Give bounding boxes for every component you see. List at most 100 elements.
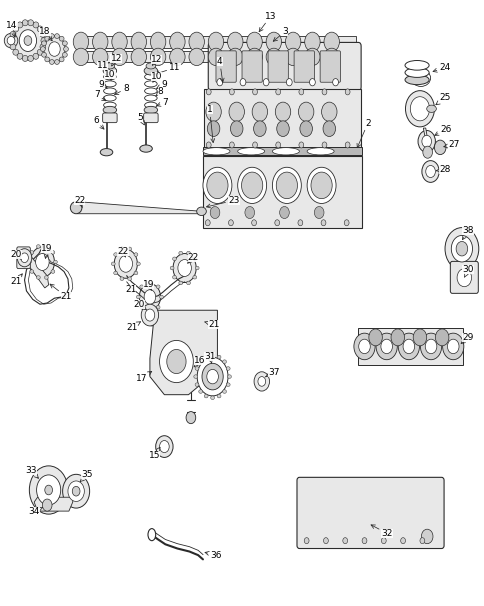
Ellipse shape	[266, 48, 281, 65]
Text: 30: 30	[461, 265, 473, 277]
Ellipse shape	[139, 305, 143, 309]
Ellipse shape	[28, 55, 33, 61]
Ellipse shape	[13, 49, 18, 55]
Text: 13: 13	[258, 12, 276, 32]
Circle shape	[400, 538, 405, 544]
Circle shape	[447, 339, 458, 354]
Ellipse shape	[63, 47, 68, 52]
Text: 18: 18	[39, 27, 52, 41]
Ellipse shape	[195, 367, 198, 370]
Circle shape	[230, 121, 242, 136]
Ellipse shape	[246, 32, 262, 52]
Circle shape	[241, 172, 262, 199]
Ellipse shape	[144, 67, 157, 75]
Circle shape	[205, 220, 210, 226]
Ellipse shape	[104, 88, 116, 94]
Ellipse shape	[37, 49, 43, 55]
Ellipse shape	[150, 48, 166, 65]
Ellipse shape	[144, 74, 157, 80]
Text: 9: 9	[156, 80, 167, 89]
Ellipse shape	[92, 32, 108, 52]
Ellipse shape	[62, 52, 67, 57]
Ellipse shape	[28, 20, 33, 26]
Circle shape	[251, 220, 256, 226]
Text: 5: 5	[137, 113, 144, 125]
Ellipse shape	[22, 20, 28, 26]
Ellipse shape	[10, 44, 16, 50]
Circle shape	[358, 339, 369, 354]
Text: 21: 21	[125, 285, 136, 295]
Text: 24: 24	[432, 63, 450, 72]
Ellipse shape	[156, 285, 160, 288]
Ellipse shape	[306, 148, 333, 155]
Circle shape	[24, 36, 32, 45]
Ellipse shape	[17, 53, 23, 59]
Circle shape	[342, 538, 347, 544]
Ellipse shape	[148, 281, 151, 284]
Text: 12: 12	[151, 55, 162, 65]
Text: 29: 29	[460, 333, 473, 344]
Circle shape	[202, 167, 231, 204]
Ellipse shape	[120, 277, 123, 281]
Circle shape	[306, 167, 335, 204]
Circle shape	[252, 89, 257, 95]
Circle shape	[35, 253, 49, 270]
Ellipse shape	[30, 270, 34, 273]
Circle shape	[42, 499, 52, 511]
Text: 21: 21	[204, 319, 219, 328]
Circle shape	[298, 102, 313, 121]
Ellipse shape	[285, 32, 300, 52]
Circle shape	[17, 248, 32, 267]
Ellipse shape	[127, 247, 131, 251]
Ellipse shape	[112, 32, 127, 52]
Ellipse shape	[410, 70, 430, 87]
Ellipse shape	[105, 63, 115, 69]
Text: 10: 10	[151, 72, 162, 82]
Ellipse shape	[51, 251, 55, 255]
Circle shape	[205, 102, 221, 121]
Text: 4: 4	[216, 57, 224, 82]
Circle shape	[275, 102, 290, 121]
Circle shape	[229, 142, 234, 148]
Bar	[202, 147, 362, 155]
Circle shape	[309, 79, 315, 86]
Ellipse shape	[104, 95, 116, 101]
FancyBboxPatch shape	[268, 51, 287, 82]
Ellipse shape	[45, 57, 49, 62]
Text: 14: 14	[6, 21, 17, 37]
Circle shape	[380, 339, 392, 354]
Text: 32: 32	[370, 525, 392, 538]
Ellipse shape	[42, 41, 46, 45]
Circle shape	[323, 538, 328, 544]
Ellipse shape	[237, 148, 264, 155]
Circle shape	[13, 21, 43, 60]
Ellipse shape	[45, 245, 48, 248]
Circle shape	[321, 102, 336, 121]
FancyBboxPatch shape	[242, 51, 262, 82]
Ellipse shape	[195, 266, 199, 270]
FancyBboxPatch shape	[143, 113, 158, 122]
Ellipse shape	[172, 275, 176, 279]
Ellipse shape	[193, 275, 197, 279]
Circle shape	[390, 329, 404, 346]
Ellipse shape	[55, 34, 60, 39]
Ellipse shape	[103, 106, 116, 113]
Ellipse shape	[111, 262, 115, 265]
Text: 21: 21	[126, 322, 140, 331]
FancyBboxPatch shape	[450, 261, 477, 293]
Circle shape	[210, 207, 219, 219]
Ellipse shape	[202, 148, 229, 155]
Circle shape	[409, 97, 429, 121]
Ellipse shape	[139, 145, 152, 152]
Circle shape	[201, 364, 223, 390]
Ellipse shape	[33, 22, 39, 28]
Ellipse shape	[136, 262, 140, 265]
Ellipse shape	[144, 95, 157, 101]
Ellipse shape	[36, 245, 40, 248]
Circle shape	[455, 241, 467, 256]
Ellipse shape	[33, 53, 39, 59]
Circle shape	[310, 172, 332, 199]
Ellipse shape	[40, 47, 45, 52]
Polygon shape	[34, 498, 73, 511]
Circle shape	[228, 102, 244, 121]
